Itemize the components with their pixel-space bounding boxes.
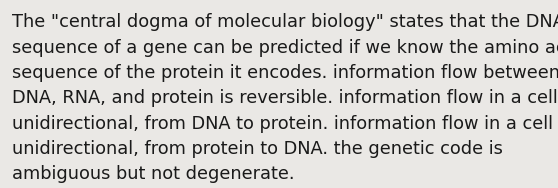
Text: The "central dogma of molecular biology" states that the DNA: The "central dogma of molecular biology"… [12,13,558,31]
Text: sequence of a gene can be predicted if we know the amino acid: sequence of a gene can be predicted if w… [12,39,558,57]
Text: DNA, RNA, and protein is reversible. information flow in a cell is: DNA, RNA, and protein is reversible. inf… [12,89,558,107]
Text: unidirectional, from DNA to protein. information flow in a cell is: unidirectional, from DNA to protein. inf… [12,115,558,133]
Text: sequence of the protein it encodes. information flow between: sequence of the protein it encodes. info… [12,64,558,82]
Text: unidirectional, from protein to DNA. the genetic code is: unidirectional, from protein to DNA. the… [12,140,503,158]
Text: ambiguous but not degenerate.: ambiguous but not degenerate. [12,165,295,183]
